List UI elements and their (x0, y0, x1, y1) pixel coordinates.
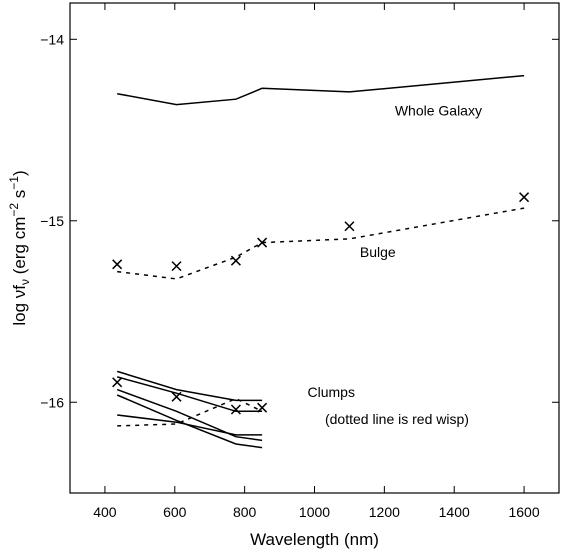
x-marker (171, 391, 182, 402)
series-layer (116, 74, 525, 449)
x-marker (519, 192, 530, 203)
y-tick-label: −15 (40, 213, 64, 229)
x-ticks: 400 600 800 1000 1200 1400 1600 (93, 3, 540, 520)
annotation-label: Bulge (360, 244, 396, 260)
x-marker (344, 221, 355, 232)
x-marker (112, 377, 123, 388)
annotation-label: Whole Galaxy (395, 103, 482, 119)
series-line (117, 74, 525, 106)
x-tick-label: 1000 (299, 504, 330, 520)
series-line (116, 370, 263, 402)
annotation-layer: Whole Galaxy Bulge Clumps (dotted line is r… (308, 103, 482, 428)
plot-frame (69, 2, 560, 494)
x-axis-label: Wavelength (nm) (250, 530, 379, 549)
x-tick-label: 600 (163, 504, 187, 520)
x-marker (230, 255, 241, 266)
marker-layer (112, 192, 530, 415)
x-tick-label: 1600 (508, 504, 539, 520)
dashed-series-line (117, 397, 263, 427)
annotation-label: Clumps (308, 384, 355, 400)
dashed-series-line (117, 207, 525, 280)
y-tick-label: −14 (40, 31, 64, 47)
y-tick-label: −16 (40, 394, 64, 410)
x-marker (171, 261, 182, 272)
y-ticks: −14 −15 −16 (40, 31, 559, 410)
series-line (116, 388, 263, 442)
x-tick-label: 1200 (369, 504, 400, 520)
x-marker (257, 237, 268, 248)
series-line (117, 414, 263, 436)
x-marker (230, 404, 241, 415)
y-axis-label: log νfν (erg cm−2 s−1) (7, 170, 32, 325)
annotation-label: (dotted line is red wisp) (325, 411, 469, 427)
x-tick-label: 800 (233, 504, 257, 520)
x-tick-label: 1400 (439, 504, 470, 520)
x-tick-label: 400 (93, 504, 117, 520)
x-marker (257, 402, 268, 413)
series-line (116, 394, 263, 449)
x-marker (112, 259, 123, 270)
series-line (117, 376, 263, 413)
